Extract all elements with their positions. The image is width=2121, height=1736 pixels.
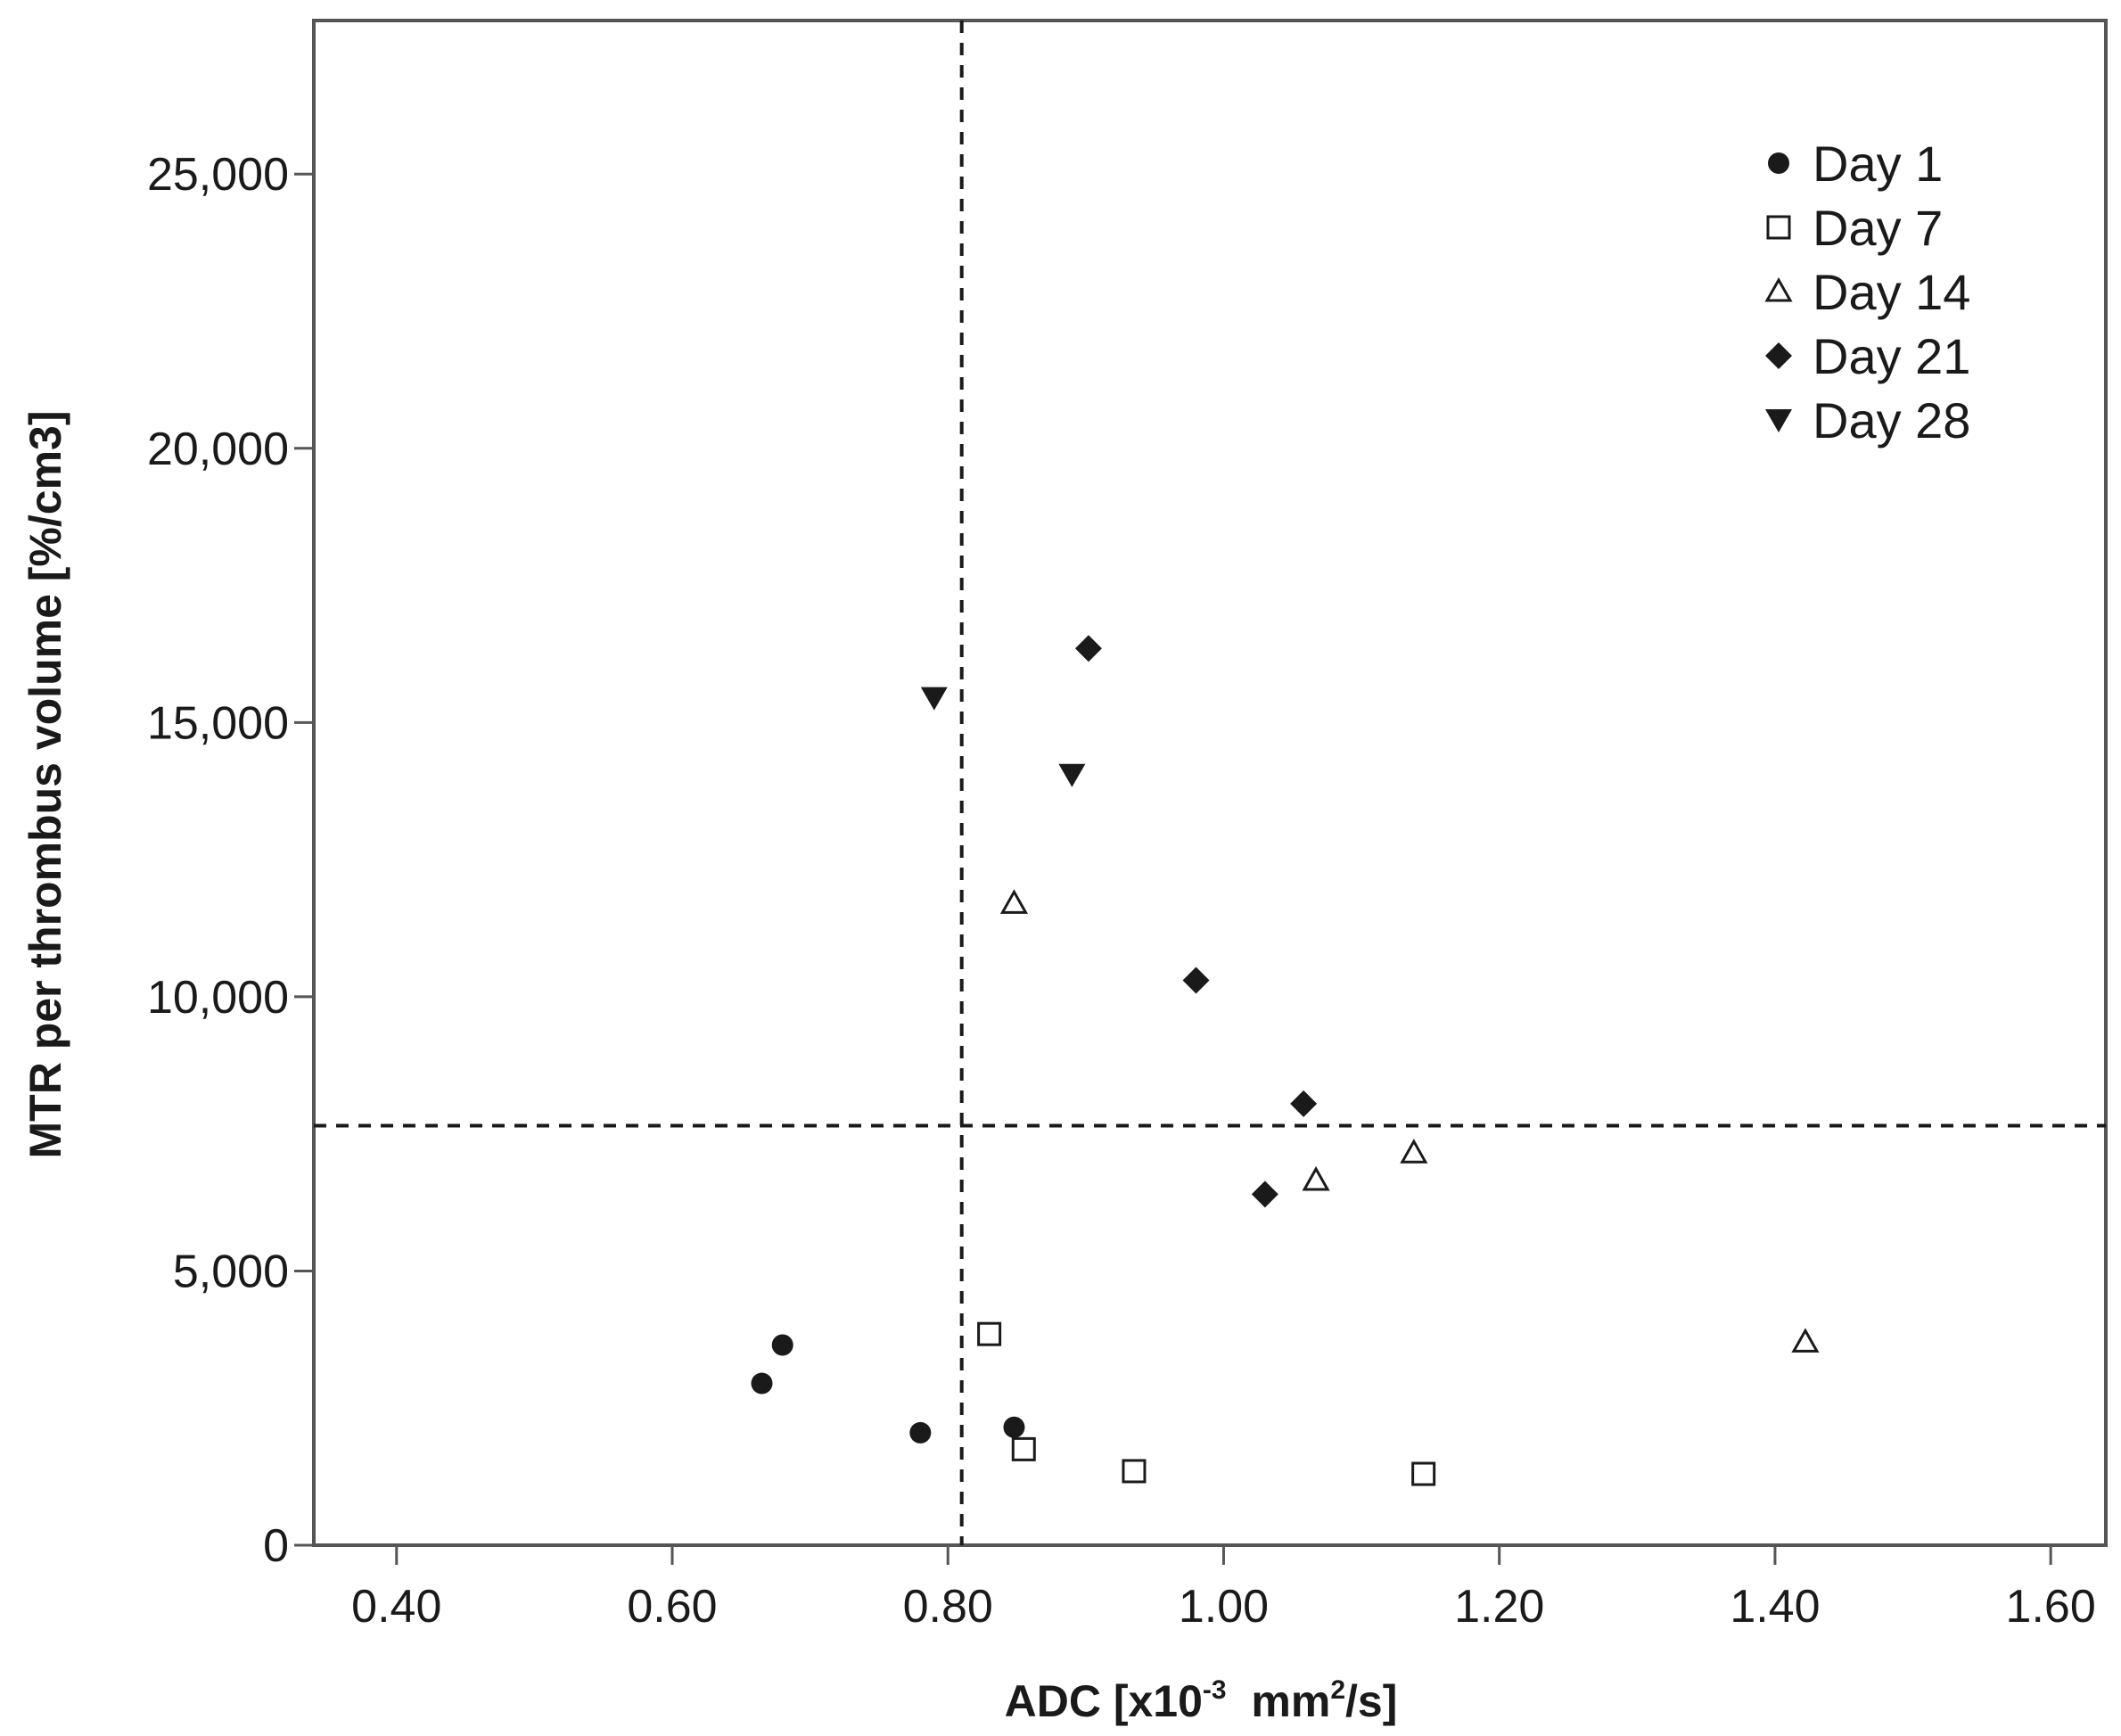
x-tick-label: 1.20 bbox=[1454, 1581, 1544, 1633]
y-tick-label: 25,000 bbox=[147, 149, 289, 201]
y-tick-label: 5,000 bbox=[173, 1246, 289, 1297]
data-points bbox=[751, 635, 1820, 1486]
x-tick-label: 1.40 bbox=[1730, 1581, 1820, 1633]
x-tick-label: 0.60 bbox=[627, 1581, 717, 1633]
x-title-unit: mm bbox=[1227, 1676, 1331, 1726]
legend-marker-day-28 bbox=[1765, 409, 1792, 432]
x-title-exponent: -3 bbox=[1203, 1675, 1227, 1705]
legend: Day 1 Day 7 Day 14 Day 21 Day 28 bbox=[1764, 136, 1970, 448]
y-tick-label: 15,000 bbox=[147, 697, 289, 749]
legend-label-day-7: Day 7 bbox=[1813, 200, 1943, 256]
point-day-14 bbox=[1400, 1139, 1428, 1164]
legend-marker-day-21 bbox=[1765, 342, 1792, 369]
point-day-7 bbox=[977, 1321, 1002, 1346]
point-day-7 bbox=[1011, 1436, 1036, 1461]
y-axis: 0 5,000 10,000 15,000 20,000 25,000 bbox=[147, 149, 314, 1572]
legend-marker-day-1 bbox=[1768, 152, 1789, 174]
legend-label-day-1: Day 1 bbox=[1813, 136, 1943, 192]
x-tick-label: 0.40 bbox=[351, 1581, 441, 1633]
point-day-21 bbox=[1074, 635, 1102, 662]
y-axis-title: MTR per thrombus volume [%/cm3] bbox=[21, 411, 70, 1159]
point-day-14 bbox=[1302, 1165, 1330, 1191]
x-axis: 0.40 0.60 0.80 1.00 1.20 1.40 1.60 bbox=[351, 1545, 2096, 1633]
x-title-exponent-2: 2 bbox=[1330, 1675, 1345, 1705]
point-day-1 bbox=[909, 1421, 932, 1444]
plot-frame bbox=[312, 19, 2108, 1547]
x-tick-label: 0.80 bbox=[903, 1581, 993, 1633]
x-title-suffix: /s] bbox=[1345, 1676, 1397, 1726]
reference-lines bbox=[314, 21, 2106, 1545]
x-title-prefix: ADC [x10 bbox=[1005, 1676, 1203, 1726]
point-day-14 bbox=[999, 889, 1029, 914]
y-tick-label: 0 bbox=[263, 1520, 289, 1572]
point-day-21 bbox=[1182, 967, 1210, 994]
point-day-14 bbox=[1791, 1328, 1820, 1353]
y-tick-label: 10,000 bbox=[147, 972, 289, 1024]
point-day-21 bbox=[1290, 1090, 1318, 1117]
legend-marker-day-14 bbox=[1764, 276, 1793, 302]
point-day-7 bbox=[1411, 1461, 1436, 1486]
legend-marker-day-7 bbox=[1766, 215, 1791, 240]
x-tick-label: 1.00 bbox=[1179, 1581, 1269, 1633]
legend-label-day-21: Day 21 bbox=[1813, 328, 1970, 384]
point-day-1 bbox=[1003, 1416, 1025, 1438]
x-axis-title: ADC [x10-3 mm2/s] bbox=[1005, 1675, 1398, 1726]
legend-label-day-14: Day 14 bbox=[1813, 264, 1970, 320]
point-day-28 bbox=[1058, 763, 1086, 787]
point-day-7 bbox=[1122, 1459, 1147, 1484]
point-day-1 bbox=[771, 1334, 793, 1356]
legend-label-day-28: Day 28 bbox=[1813, 392, 1970, 448]
point-day-1 bbox=[751, 1372, 773, 1395]
x-tick-label: 1.60 bbox=[2006, 1581, 2096, 1633]
y-tick-label: 20,000 bbox=[147, 424, 289, 475]
point-day-21 bbox=[1251, 1181, 1278, 1208]
point-day-28 bbox=[920, 687, 948, 711]
